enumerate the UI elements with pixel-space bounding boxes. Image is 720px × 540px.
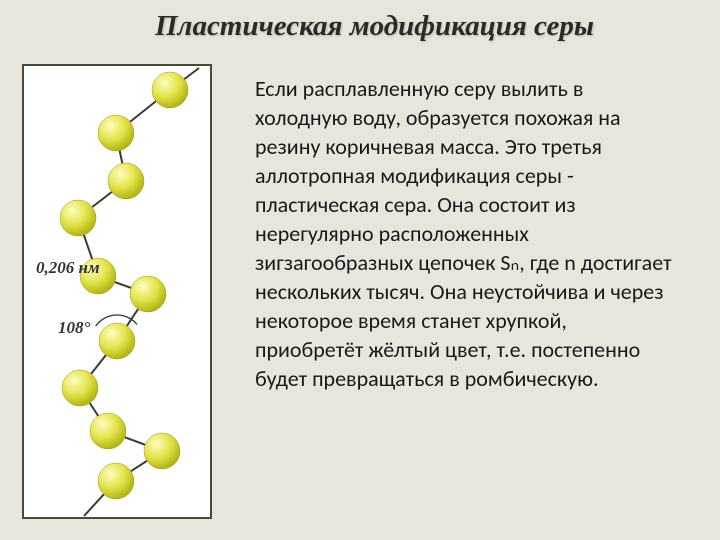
page-title: Пластическая модификация серы xyxy=(155,10,594,43)
body-text: Если расплавленную серу вылить в холодну… xyxy=(255,74,675,393)
angle-label: 108° xyxy=(58,318,90,338)
distance-label: 0,206 нм xyxy=(36,258,100,278)
molecule-diagram: 0,206 нм 108° xyxy=(22,64,212,519)
slide: Пластическая модификация серы 0,206 нм 1… xyxy=(0,0,720,540)
molecule-svg xyxy=(24,66,210,517)
